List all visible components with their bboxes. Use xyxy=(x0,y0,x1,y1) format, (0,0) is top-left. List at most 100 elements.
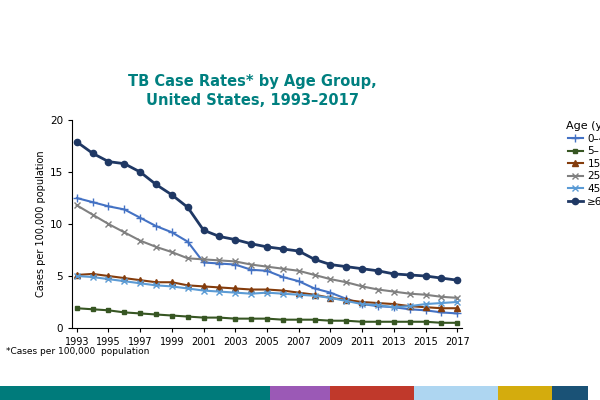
0–4 xyxy=(200,260,207,265)
0–4 xyxy=(121,207,128,212)
5–14 xyxy=(438,320,445,325)
45–64 xyxy=(263,290,271,295)
45–64 xyxy=(184,286,191,291)
0–4 xyxy=(248,267,255,272)
25–44 xyxy=(248,262,255,267)
≥65 xyxy=(121,161,128,166)
5–14 xyxy=(390,319,397,324)
0–4 xyxy=(216,261,223,266)
15–24 xyxy=(327,296,334,300)
Bar xyxy=(270,386,330,400)
≥65 xyxy=(73,140,80,144)
15–24 xyxy=(438,306,445,311)
45–64 xyxy=(374,303,382,308)
25–44 xyxy=(216,258,223,263)
45–64 xyxy=(73,274,80,278)
≥65 xyxy=(454,278,461,282)
5–14 xyxy=(105,308,112,313)
5–14 xyxy=(422,319,429,324)
5–14 xyxy=(359,319,366,324)
5–14 xyxy=(232,316,239,321)
25–44 xyxy=(327,277,334,282)
0–4 xyxy=(438,310,445,315)
≥65 xyxy=(374,268,382,273)
25–44 xyxy=(438,294,445,299)
5–14 xyxy=(121,310,128,315)
0–4 xyxy=(311,286,318,291)
0–4 xyxy=(454,311,461,316)
Bar xyxy=(498,386,552,400)
≥65 xyxy=(311,257,318,262)
0–4 xyxy=(327,290,334,295)
15–24 xyxy=(248,287,255,292)
≥65 xyxy=(390,272,397,276)
25–44 xyxy=(105,222,112,226)
0–4 xyxy=(390,305,397,310)
45–64 xyxy=(406,304,413,308)
45–64 xyxy=(390,305,397,310)
Bar xyxy=(552,386,588,400)
Line: ≥65: ≥65 xyxy=(74,139,460,283)
5–14 xyxy=(406,319,413,324)
25–44 xyxy=(295,268,302,273)
0–4 xyxy=(168,230,175,235)
Bar xyxy=(330,386,414,400)
Line: 0–4: 0–4 xyxy=(73,194,461,318)
0–4 xyxy=(105,204,112,209)
45–64 xyxy=(343,298,350,303)
≥65 xyxy=(295,249,302,254)
15–24 xyxy=(311,292,318,297)
≥65 xyxy=(343,264,350,269)
25–44 xyxy=(422,292,429,297)
5–14 xyxy=(279,317,286,322)
15–24 xyxy=(374,301,382,306)
15–24 xyxy=(390,302,397,306)
25–44 xyxy=(73,203,80,208)
45–64 xyxy=(359,302,366,306)
25–44 xyxy=(184,256,191,261)
Text: *Cases per 100,000  population: *Cases per 100,000 population xyxy=(6,347,149,356)
25–44 xyxy=(263,264,271,269)
45–64 xyxy=(168,284,175,289)
25–44 xyxy=(343,280,350,285)
15–24 xyxy=(263,287,271,292)
0–4 xyxy=(89,200,96,204)
0–4 xyxy=(359,302,366,306)
45–64 xyxy=(152,283,160,288)
≥65 xyxy=(406,272,413,277)
45–64 xyxy=(454,300,461,304)
45–64 xyxy=(89,275,96,280)
0–4 xyxy=(152,224,160,228)
15–24 xyxy=(73,272,80,277)
0–4 xyxy=(73,196,80,200)
Line: 15–24: 15–24 xyxy=(74,271,460,311)
≥65 xyxy=(89,151,96,156)
15–24 xyxy=(216,285,223,290)
Line: 45–64: 45–64 xyxy=(73,272,461,311)
≥65 xyxy=(200,228,207,233)
45–64 xyxy=(422,302,429,306)
15–24 xyxy=(232,286,239,291)
≥65 xyxy=(168,192,175,197)
≥65 xyxy=(248,241,255,246)
≥65 xyxy=(438,276,445,280)
5–14 xyxy=(216,315,223,320)
45–64 xyxy=(327,296,334,300)
45–64 xyxy=(216,289,223,294)
≥65 xyxy=(152,182,160,187)
≥65 xyxy=(184,205,191,210)
25–44 xyxy=(359,284,366,289)
15–24 xyxy=(454,306,461,311)
0–4 xyxy=(184,239,191,244)
25–44 xyxy=(374,287,382,292)
0–4 xyxy=(422,308,429,313)
5–14 xyxy=(248,316,255,321)
Text: TB Case Rates* by Age Group,
United States, 1993–2017: TB Case Rates* by Age Group, United Stat… xyxy=(128,74,376,108)
45–64 xyxy=(232,290,239,295)
15–24 xyxy=(422,305,429,310)
15–24 xyxy=(200,284,207,289)
0–4 xyxy=(374,304,382,308)
≥65 xyxy=(327,262,334,267)
45–64 xyxy=(105,277,112,282)
15–24 xyxy=(137,278,144,282)
